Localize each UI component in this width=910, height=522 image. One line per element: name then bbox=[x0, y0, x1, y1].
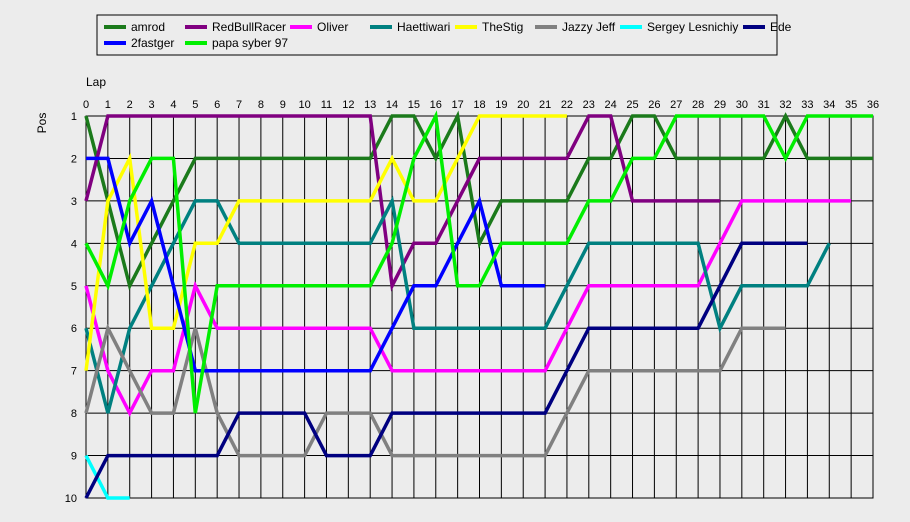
y-tick-label: 8 bbox=[71, 408, 77, 420]
x-axis-title: Lap bbox=[86, 75, 106, 89]
x-tick-label: 26 bbox=[648, 99, 660, 111]
x-tick-label: 9 bbox=[280, 99, 286, 111]
legend-label-jazzy-jeff: Jazzy Jeff bbox=[562, 20, 616, 34]
x-tick-label: 4 bbox=[170, 99, 176, 111]
x-tick-label: 35 bbox=[845, 99, 857, 111]
legend-label-haettiwari: Haettiwari bbox=[397, 20, 450, 34]
x-tick-label: 11 bbox=[321, 99, 332, 111]
y-tick-label: 4 bbox=[71, 238, 77, 250]
series-line-sergey-lesnichiy bbox=[84, 454, 130, 500]
series-line-papa-syber-97 bbox=[84, 110, 873, 414]
x-tick-label: 33 bbox=[801, 99, 813, 111]
x-tick-label: 23 bbox=[583, 99, 595, 111]
x-tick-label: 27 bbox=[670, 99, 682, 111]
x-tick-label: 8 bbox=[258, 99, 264, 111]
legend-label-oliver: Oliver bbox=[317, 20, 348, 34]
x-tick-label: 2 bbox=[127, 99, 133, 111]
series-line-jazzy-jeff bbox=[84, 323, 786, 458]
y-tick-label: 5 bbox=[71, 281, 77, 293]
x-tick-label: 21 bbox=[539, 99, 551, 111]
series-line-haettiwari bbox=[84, 195, 831, 414]
y-axis-title: Pos bbox=[35, 113, 49, 134]
x-tick-label: 15 bbox=[408, 99, 420, 111]
series-line-oliver bbox=[84, 199, 852, 417]
x-tick-label: 34 bbox=[823, 99, 835, 111]
legend-label-redbullracer: RedBullRacer bbox=[212, 20, 286, 34]
x-tick-label: 25 bbox=[626, 99, 638, 111]
x-tick-label: 12 bbox=[342, 99, 354, 111]
legend-label-thestig: TheStig bbox=[482, 20, 523, 34]
legend-label-amrod: amrod bbox=[131, 20, 165, 34]
legend-label-papa-syber-97: papa syber 97 bbox=[212, 36, 288, 50]
series-line-2fastger bbox=[86, 156, 546, 373]
x-tick-label: 32 bbox=[779, 99, 791, 111]
x-tick-label: 5 bbox=[192, 99, 198, 111]
series-line-thestig bbox=[84, 114, 567, 371]
x-tick-label: 13 bbox=[364, 99, 376, 111]
y-tick-label: 6 bbox=[71, 323, 77, 335]
x-tick-label: 17 bbox=[452, 99, 464, 111]
x-tick-label: 6 bbox=[214, 99, 220, 111]
y-tick-label: 9 bbox=[71, 451, 77, 463]
legend-label-2fastger: 2fastger bbox=[131, 36, 174, 50]
x-tick-label: 16 bbox=[430, 99, 442, 111]
x-tick-label: 19 bbox=[495, 99, 507, 111]
y-tick-label: 2 bbox=[71, 153, 77, 165]
x-tick-label: 7 bbox=[236, 99, 242, 111]
x-tick-label: 0 bbox=[83, 99, 89, 111]
x-tick-label: 31 bbox=[758, 99, 770, 111]
y-tick-label: 3 bbox=[71, 196, 77, 208]
x-tick-label: 3 bbox=[149, 99, 155, 111]
x-tick-label: 36 bbox=[867, 99, 879, 111]
x-tick-label: 24 bbox=[605, 99, 617, 111]
legend-box bbox=[96, 14, 778, 56]
x-tick-label: 28 bbox=[692, 99, 704, 111]
x-tick-label: 29 bbox=[714, 99, 726, 111]
x-tick-label: 14 bbox=[386, 99, 398, 111]
x-tick-label: 20 bbox=[517, 99, 529, 111]
y-tick-label: 1 bbox=[71, 111, 77, 123]
x-tick-label: 10 bbox=[298, 99, 310, 111]
series-line-ede bbox=[84, 241, 808, 499]
series-line-amrod bbox=[84, 110, 873, 291]
x-tick-label: 22 bbox=[561, 99, 573, 111]
x-tick-label: 1 bbox=[105, 99, 111, 111]
y-tick-label: 10 bbox=[65, 493, 77, 505]
legend-label-ede: Ede bbox=[770, 20, 792, 34]
legend-label-sergey-lesnichiy: Sergey Lesnichiy bbox=[647, 20, 738, 34]
x-tick-label: 30 bbox=[736, 99, 748, 111]
x-tick-label: 18 bbox=[473, 99, 485, 111]
y-tick-label: 7 bbox=[71, 366, 77, 378]
